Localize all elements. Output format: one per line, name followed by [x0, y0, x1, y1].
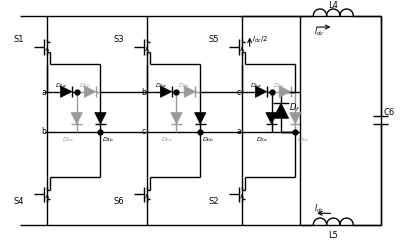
Polygon shape — [61, 86, 72, 97]
Text: S4: S4 — [14, 197, 25, 206]
Text: $D_{3b}$: $D_{3b}$ — [178, 81, 190, 90]
Text: $D_{5a}$: $D_{5a}$ — [249, 81, 261, 90]
Text: L4: L4 — [328, 1, 337, 10]
Text: S1: S1 — [14, 35, 25, 44]
Text: a: a — [236, 127, 240, 137]
Text: $D_{3a}$: $D_{3a}$ — [154, 81, 166, 90]
Text: $I_{dc}/2$: $I_{dc}/2$ — [251, 34, 267, 44]
Text: S3: S3 — [113, 35, 124, 44]
Polygon shape — [71, 113, 82, 124]
Polygon shape — [194, 113, 205, 124]
Text: $I_{dc}$: $I_{dc}$ — [314, 26, 324, 38]
Text: $D_{1a}$: $D_{1a}$ — [55, 81, 67, 90]
Text: c: c — [141, 127, 145, 137]
Polygon shape — [171, 113, 182, 124]
Text: $D_{6b}$: $D_{6b}$ — [202, 135, 214, 144]
Text: L5: L5 — [328, 231, 337, 240]
Polygon shape — [289, 113, 300, 124]
Text: $D_{1b}$: $D_{1b}$ — [79, 81, 90, 90]
Text: S6: S6 — [113, 197, 124, 206]
Text: $D_f$: $D_f$ — [288, 102, 299, 114]
Text: $D_{4a}$: $D_{4a}$ — [61, 135, 73, 144]
Polygon shape — [255, 86, 266, 97]
Polygon shape — [160, 86, 171, 97]
Text: b: b — [41, 127, 46, 137]
Polygon shape — [84, 86, 95, 97]
Text: b: b — [141, 88, 146, 96]
Text: $D_{2b}$: $D_{2b}$ — [297, 135, 308, 144]
Polygon shape — [265, 113, 276, 124]
Polygon shape — [94, 113, 106, 124]
Text: c: c — [236, 88, 240, 96]
Polygon shape — [184, 86, 195, 97]
Text: a: a — [41, 88, 46, 96]
Text: $D_{5b}$: $D_{5b}$ — [273, 81, 285, 90]
Text: S5: S5 — [208, 35, 219, 44]
Text: $I_{dc}$: $I_{dc}$ — [314, 202, 324, 215]
Text: C6: C6 — [383, 108, 394, 117]
Polygon shape — [273, 103, 288, 118]
Text: $D_{6a}$: $D_{6a}$ — [161, 135, 173, 144]
Text: S2: S2 — [208, 197, 219, 206]
Text: $D_{4b}$: $D_{4b}$ — [102, 135, 114, 144]
Polygon shape — [279, 86, 290, 97]
Text: $D_{2a}$: $D_{2a}$ — [256, 135, 267, 144]
